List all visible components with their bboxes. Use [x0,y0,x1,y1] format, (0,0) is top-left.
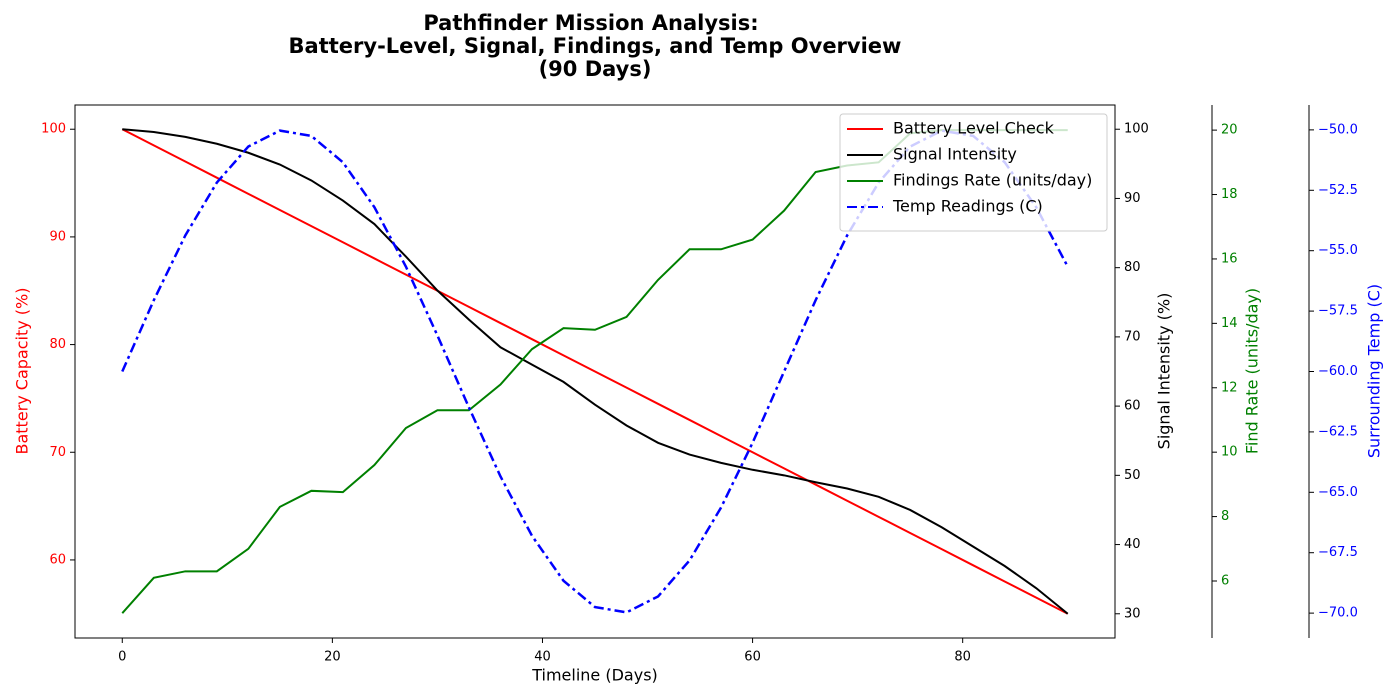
chart-title: Battery-Level, Signal, Findings, and Tem… [289,34,902,58]
y2-tick-label: 50 [1124,468,1141,483]
x-tick-label: 60 [744,650,761,665]
y3-tick-label: 8 [1221,509,1229,524]
y3-tick-label: 14 [1221,316,1238,331]
y3-tick-label: 10 [1221,445,1238,460]
y-tick-label: 80 [49,337,66,352]
x-axis-label: Timeline (Days) [531,666,658,685]
legend-label: Signal Intensity [893,145,1017,164]
x-tick-label: 80 [954,650,971,665]
y-tick-label: 100 [41,122,66,137]
x-tick-label: 20 [324,650,341,665]
legend-label: Findings Rate (units/day) [893,171,1092,190]
x-tick-label: 40 [534,650,551,665]
y2-axis-label: Signal Intensity (%) [1155,293,1174,450]
y4-axis-label: Surrounding Temp (C) [1365,284,1384,458]
y-tick-label: 60 [49,552,66,567]
y-tick-label: 70 [49,445,66,460]
y3-tick-label: 6 [1221,573,1229,588]
y4-tick-label: −57.5 [1318,304,1358,319]
chart-title: (90 Days) [539,57,652,81]
series-line [122,128,1069,615]
plot-frame [74,104,1116,639]
y2-tick-label: 100 [1124,122,1149,137]
y4-tick-label: −50.0 [1318,122,1358,137]
x-tick-label: 0 [118,650,126,665]
y3-tick-label: 18 [1221,187,1238,202]
chart-title: Pathfinder Mission Analysis: [423,11,758,35]
y-axis-label: Battery Capacity (%) [13,288,32,455]
y4-tick-label: −65.0 [1318,485,1358,500]
y2-tick-label: 80 [1124,260,1141,275]
y4-tick-label: −62.5 [1318,424,1358,439]
y4-tick-label: −55.0 [1318,243,1358,258]
y4-tick-label: −67.5 [1318,545,1358,560]
legend-label: Battery Level Check [893,119,1055,138]
y4-tick-label: −52.5 [1318,183,1358,198]
series-line [121,129,1069,614]
y3-axis-label: Find Rate (units/day) [1243,288,1262,454]
y3-tick-label: 16 [1221,251,1238,266]
legend-label: Temp Readings (C) [892,197,1043,216]
series-line [121,128,1069,615]
y2-tick-label: 70 [1124,329,1141,344]
y4-tick-label: −70.0 [1318,606,1358,621]
y2-tick-label: 30 [1124,606,1141,621]
y4-tick-label: −60.0 [1318,364,1358,379]
legend-box [839,113,1108,232]
y3-tick-label: 12 [1221,380,1238,395]
y2-tick-label: 90 [1124,191,1141,206]
y-tick-label: 90 [49,229,66,244]
y2-tick-label: 40 [1124,537,1141,552]
y2-tick-label: 60 [1124,399,1141,414]
y3-tick-label: 20 [1221,123,1238,138]
